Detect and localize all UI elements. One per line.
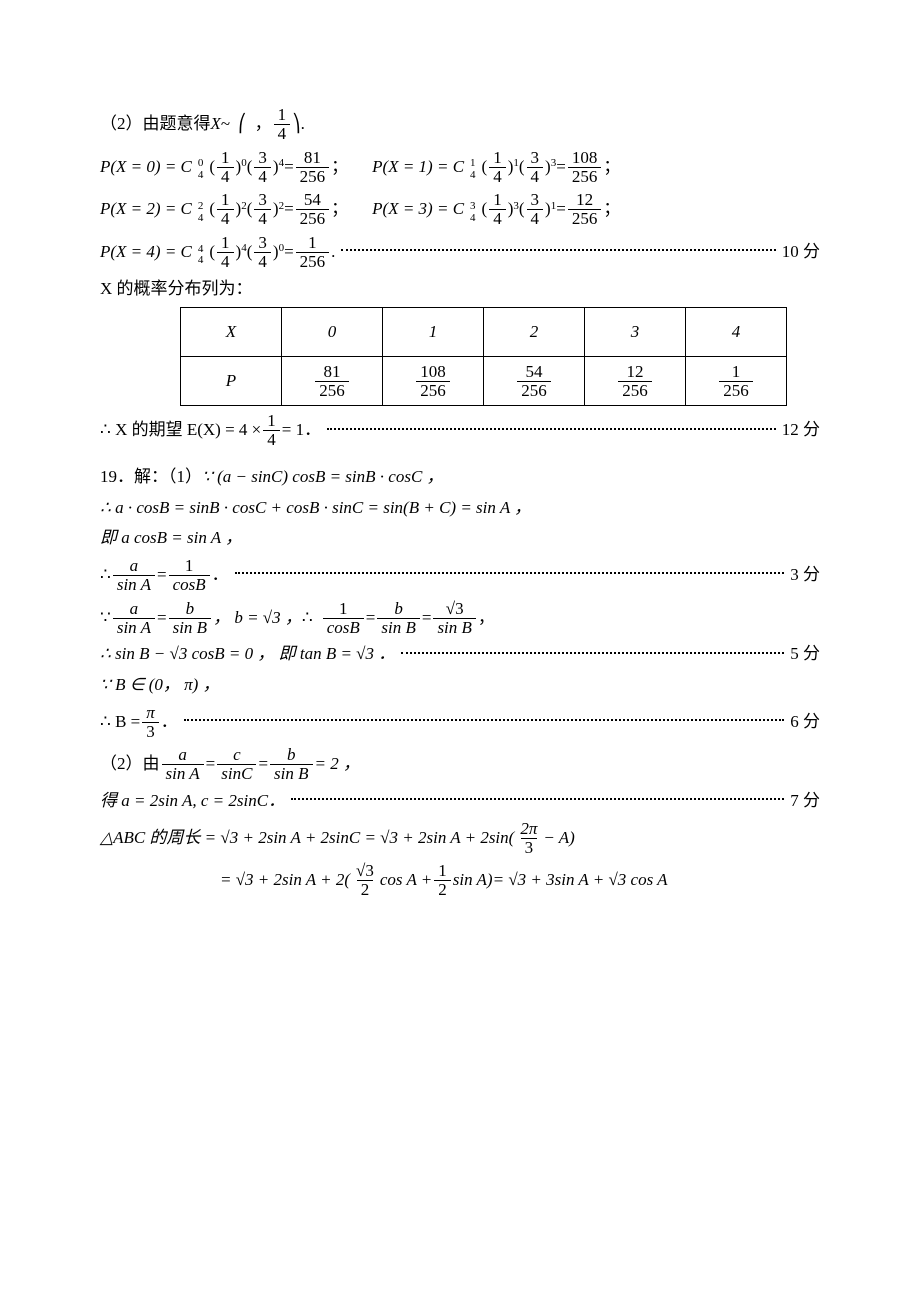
score-10: 10 分 bbox=[782, 240, 820, 265]
leader-dots bbox=[327, 428, 776, 430]
part2-intro: （2）由题意得 X ~ ⎛ ， 1 4 ⎞ . bbox=[100, 106, 820, 143]
q19-exp6: ∵ B ∈ (0， π) ， bbox=[100, 673, 820, 698]
den: 4 bbox=[274, 124, 291, 143]
num: 1 bbox=[274, 106, 291, 124]
leader-dots bbox=[235, 572, 785, 574]
q19-exp2: 即 a cosB = sin A ， bbox=[100, 526, 820, 551]
q19-exp1: ∴ a · cosB = sinB · cosC + cosB · sinC =… bbox=[100, 496, 820, 521]
table-row: X 0 1 2 3 4 bbox=[181, 308, 787, 357]
p4-lhs: P(X = 4) = C bbox=[100, 240, 192, 265]
dist-sym: ~ bbox=[221, 112, 230, 137]
q19-line1: 19．解：（1） ∵ (a − sinC) cosB = sinB · cosC… bbox=[100, 465, 820, 490]
score-12: 12 分 bbox=[782, 418, 820, 443]
q19-exp4: ∵ asin A = bsin B ， b = √3 ， ∴ 1cosB = b… bbox=[100, 600, 820, 637]
xvar: X bbox=[211, 112, 221, 137]
perimeter-1: △ABC 的周长 = √3 + 2sin A + 2sinC = √3 + 2s… bbox=[100, 820, 820, 857]
score-7: 7 分 bbox=[790, 789, 820, 814]
q19-exp8: 得 a = 2sin A, c = 2sinC． 7 分 bbox=[100, 789, 820, 814]
p2-lhs: P(X = 2) = C bbox=[100, 197, 192, 222]
leader-dots bbox=[341, 249, 775, 251]
param-frac: 1 4 bbox=[274, 106, 291, 143]
q19-exp7: ∴ B = π3 ． 6 分 bbox=[100, 704, 820, 741]
comma: ， bbox=[255, 112, 272, 137]
dist-label: X 的概率分布列为： bbox=[100, 277, 820, 302]
p0-f2: 34 bbox=[254, 149, 271, 186]
p0-lhs: P(X = 0) = C bbox=[100, 155, 192, 180]
q19-exp5: ∴ sin B − √3 cosB = 0 ， 即 tan B = √3 ． 5… bbox=[100, 642, 820, 667]
p1-lhs: P(X = 1) = C bbox=[372, 155, 464, 180]
table-row: P 81256 108256 54256 12256 1256 bbox=[181, 357, 787, 406]
q19-exp3: ∴ asin A = 1cosB ． 3 分 bbox=[100, 557, 820, 594]
prob-row-23: P(X = 2) = C 24 (14)2 (34)2 = 54256 ； P(… bbox=[100, 191, 820, 228]
text: （2）由题意得 bbox=[100, 112, 211, 137]
q19-part2: （2）由 asin A = csinC = bsin B = 2 ， bbox=[100, 746, 820, 783]
distribution-table: X 0 1 2 3 4 P 81256 108256 54256 12256 1… bbox=[180, 307, 787, 406]
p0-res: 81256 bbox=[296, 149, 330, 186]
p1-res: 108256 bbox=[568, 149, 602, 186]
p0-f1: 14 bbox=[217, 149, 234, 186]
head-p: P bbox=[181, 357, 282, 406]
score-5: 5 分 bbox=[790, 642, 820, 667]
p1-f1: 14 bbox=[489, 149, 506, 186]
perimeter-2: = √3 + 2sin A + 2( √32 cos A + 12 sin A)… bbox=[100, 862, 820, 899]
period: . bbox=[301, 112, 305, 137]
p1-f2: 34 bbox=[527, 149, 544, 186]
leader-dots bbox=[401, 652, 784, 654]
c0-index: 04 bbox=[194, 155, 208, 178]
score-3: 3 分 bbox=[790, 563, 820, 588]
leader-dots bbox=[184, 719, 784, 721]
expectation: ∴ X 的期望 E(X) = 4 × 14 = 1． 12 分 bbox=[100, 412, 820, 449]
leader-dots bbox=[291, 798, 784, 800]
prob-row-01: P(X = 0) = C 04 (14)0 (34)4 = 81256 ； P(… bbox=[100, 149, 820, 186]
c1-index: 14 bbox=[466, 155, 480, 178]
head-x: X bbox=[181, 308, 282, 357]
prob-row-4: P(X = 4) = C 44 (14)4 (34)0 = 1256 . 10 … bbox=[100, 234, 820, 271]
score-6: 6 分 bbox=[790, 710, 820, 735]
p3-lhs: P(X = 3) = C bbox=[372, 197, 464, 222]
